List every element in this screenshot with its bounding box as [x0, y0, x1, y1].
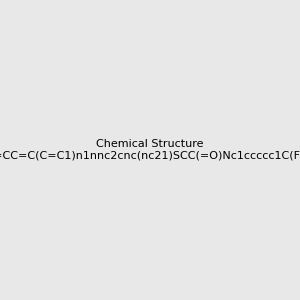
Text: Chemical Structure
FC1=CC=C(C=C1)n1nnc2cnc(nc21)SCC(=O)Nc1ccccc1C(F)(F)F: Chemical Structure FC1=CC=C(C=C1)n1nnc2c… [0, 139, 300, 161]
